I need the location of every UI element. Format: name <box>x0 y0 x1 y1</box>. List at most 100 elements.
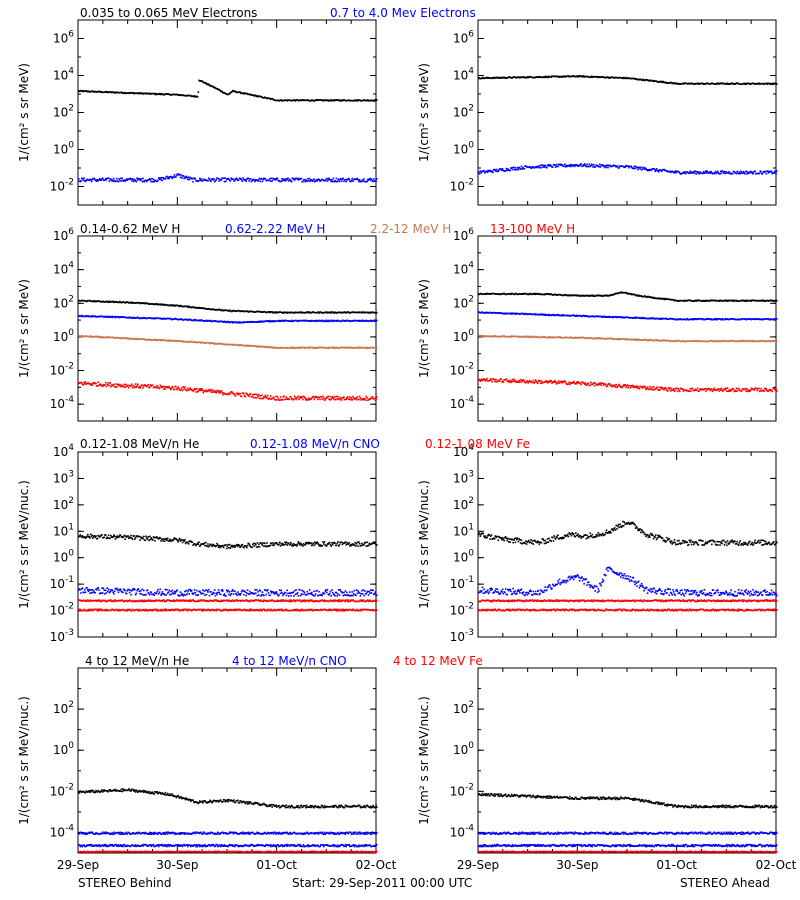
data-point <box>212 342 214 344</box>
data-point <box>661 170 663 172</box>
data-point <box>350 397 353 399</box>
data-point <box>563 75 565 77</box>
data-point <box>354 319 356 322</box>
data-point <box>159 177 161 179</box>
data-point <box>357 346 359 349</box>
data-point <box>544 164 547 167</box>
data-point <box>296 99 299 101</box>
data-point <box>110 178 112 180</box>
data-point <box>352 178 355 181</box>
data-point <box>717 82 719 84</box>
data-point <box>107 301 109 303</box>
data-point <box>213 178 215 180</box>
data-point <box>130 178 132 180</box>
data-point <box>580 383 582 386</box>
data-point <box>199 389 201 392</box>
data-point <box>287 397 289 400</box>
data-point <box>298 311 300 314</box>
data-point <box>96 178 99 181</box>
data-point <box>725 171 727 173</box>
data-point <box>746 82 748 85</box>
data-point <box>90 383 93 385</box>
data-point <box>357 100 359 102</box>
data-point <box>138 177 141 180</box>
data-point <box>351 177 353 180</box>
data-point <box>554 379 556 382</box>
y-tick-label: 100 <box>53 141 74 157</box>
data-point <box>329 99 332 102</box>
data-point <box>507 168 509 170</box>
data-point <box>104 384 106 386</box>
data-point <box>301 320 303 322</box>
data-point <box>247 394 250 397</box>
data-point <box>231 321 233 323</box>
data-point <box>635 385 638 387</box>
data-point <box>116 177 118 180</box>
data-point <box>739 172 741 175</box>
data-point <box>261 180 264 183</box>
data-point <box>191 178 194 180</box>
data-point <box>772 82 774 85</box>
data-point <box>487 171 489 173</box>
data-point <box>702 172 704 175</box>
data-point <box>108 384 111 387</box>
data-point <box>269 319 271 322</box>
data-point <box>354 347 356 349</box>
data-point <box>289 179 291 181</box>
data-point <box>361 99 364 102</box>
data-point <box>324 319 327 322</box>
data-point <box>334 396 336 398</box>
data-point <box>84 383 86 385</box>
data-point <box>247 177 250 180</box>
data-point <box>107 382 110 384</box>
data-point <box>229 179 232 182</box>
y-tick-label: 10-2 <box>450 178 474 194</box>
data-point <box>599 163 601 166</box>
data-point <box>334 180 337 183</box>
data-point <box>314 180 317 182</box>
data-point <box>579 164 582 166</box>
data-point <box>301 396 303 398</box>
data-point <box>767 170 769 172</box>
data-point <box>107 336 109 339</box>
data-point <box>684 172 687 175</box>
data-point <box>376 99 378 101</box>
data-point <box>727 172 730 174</box>
data-point <box>101 177 104 179</box>
data-point <box>213 391 216 393</box>
data-point <box>183 388 185 390</box>
data-point <box>623 77 626 79</box>
data-point <box>563 294 565 297</box>
data-point <box>717 170 719 173</box>
data-point <box>332 177 335 180</box>
data-point <box>554 166 557 168</box>
data-point <box>313 398 315 401</box>
data-point <box>697 82 700 85</box>
data-point <box>193 318 196 321</box>
data-point <box>266 397 268 399</box>
data-point <box>758 172 761 174</box>
data-point <box>689 388 691 390</box>
data-point <box>631 77 633 80</box>
data-point <box>363 178 365 180</box>
data-point <box>570 294 573 297</box>
data-point <box>549 164 552 166</box>
data-point <box>566 165 568 168</box>
data-point <box>275 399 278 401</box>
data-point <box>181 389 184 392</box>
data-point <box>225 180 227 183</box>
data-point <box>695 173 697 175</box>
data-point <box>290 180 293 183</box>
data-point <box>261 177 263 180</box>
data-point <box>705 172 708 174</box>
data-point <box>361 320 364 322</box>
data-point <box>111 179 114 181</box>
y-tick-label: 102 <box>53 104 74 120</box>
data-point <box>743 172 745 174</box>
data-point <box>215 179 217 181</box>
data-point <box>627 386 629 389</box>
data-point <box>322 100 324 102</box>
data-point <box>610 384 612 386</box>
data-point <box>360 311 362 314</box>
data-point <box>267 345 270 348</box>
